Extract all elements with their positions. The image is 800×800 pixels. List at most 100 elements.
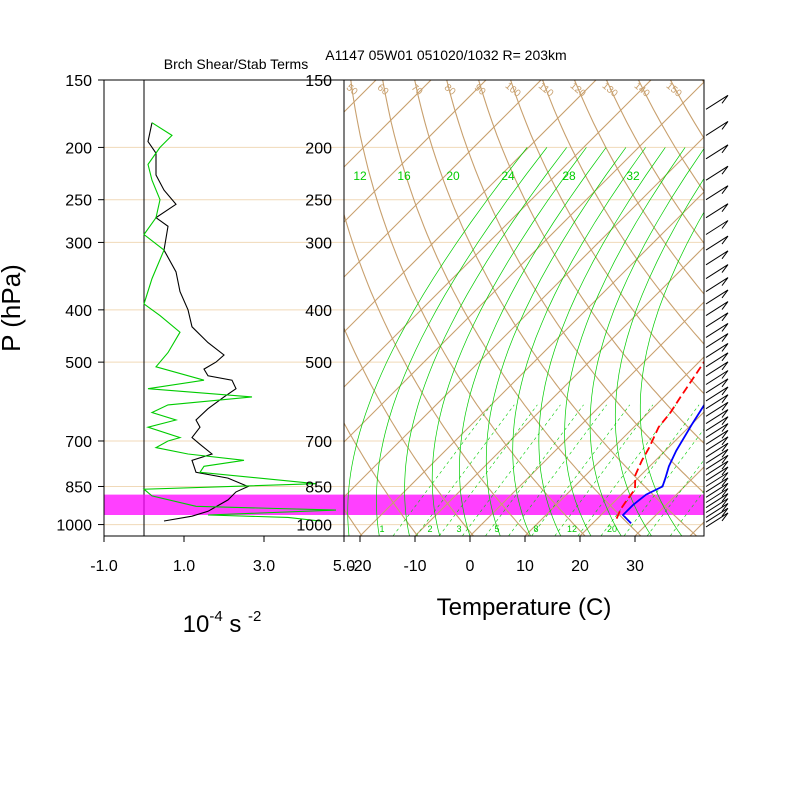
mixing-ratio-line — [438, 404, 538, 536]
isotherm--30 — [344, 136, 704, 498]
wind-barb — [705, 507, 729, 523]
pressure-tick-label-mid: 700 — [305, 434, 332, 451]
skewt-background-lines — [344, 64, 800, 536]
mixing-ratio-line — [415, 404, 515, 536]
isotherm--40 — [344, 81, 704, 443]
wind-barb — [705, 472, 729, 487]
wind-barb — [705, 94, 729, 110]
pressure-tick-label: 250 — [65, 193, 92, 210]
mixing-ratio-bottom-label: 5 — [494, 524, 499, 534]
mixing-ratio-bottom-label: 2 — [427, 524, 432, 534]
isotherm--50 — [344, 80, 652, 388]
dry-adiabat-label: 50 — [344, 82, 360, 98]
wind-barb — [705, 488, 729, 503]
temperature-tick-label: 10 — [516, 558, 534, 575]
left-panel-title: Brch Shear/Stab Terms — [164, 56, 308, 72]
wind-barb — [705, 466, 729, 482]
isotherm--90 — [344, 80, 432, 168]
shear-tick-label: 1.0 — [173, 558, 195, 575]
wind-barb — [705, 442, 729, 458]
dry-adiabat-label: 130 — [600, 81, 620, 100]
isotherm-10 — [524, 356, 704, 536]
dry-adiabat-340 — [510, 80, 704, 395]
temperature-line — [621, 403, 704, 525]
wind-barb — [705, 401, 729, 417]
dry-adiabat-290 — [350, 80, 586, 536]
dry-adiabat-400 — [701, 80, 704, 84]
wind-barb — [705, 498, 729, 513]
dry-adiabat-label: 60 — [375, 82, 391, 98]
dry-adiabat-label: 150 — [664, 81, 684, 100]
pressure-tick-label: 200 — [65, 140, 92, 157]
left-panel-series — [142, 122, 337, 522]
mixing-ratio-bottom-label: 12 — [567, 524, 577, 534]
mixing-ratio-bottom-label: 3 — [456, 524, 461, 534]
moist-adiabat — [639, 211, 704, 536]
pressure-tick-label: 700 — [65, 434, 92, 451]
isotherm--20 — [359, 191, 704, 536]
wind-barb — [705, 394, 729, 410]
right-panel-title: A1147 05W01 051020/1032 R= 203km — [325, 47, 566, 63]
isotherm-50 — [745, 80, 800, 536]
wind-barb — [705, 352, 729, 368]
wind-barb — [705, 448, 729, 464]
wind-barb — [705, 409, 729, 425]
shear-tick-label: 5.0 — [333, 558, 355, 575]
pressure-tick-label-mid: 400 — [305, 303, 332, 320]
pressure-axis-label: P (hPa) — [0, 264, 26, 352]
mixing-ratio-line — [485, 404, 584, 536]
moist-adiabat — [404, 147, 567, 536]
dry-adiabat-label: 110 — [536, 81, 556, 100]
wind-barbs — [705, 94, 729, 528]
dry-adiabat-330 — [478, 80, 704, 445]
wind-barb — [705, 144, 729, 160]
dry-adiabat-label: 70 — [409, 82, 425, 98]
highlight-band — [104, 494, 704, 516]
panel-frames — [103, 79, 705, 537]
dry-adiabat-280 — [344, 212, 530, 536]
temperature-tick-label: -10 — [403, 558, 426, 575]
dry-adiabat-label: 80 — [442, 82, 458, 98]
dry-adiabat-label: 120 — [568, 81, 588, 100]
wind-barb — [705, 361, 729, 377]
pressure-tick-label-mid: 850 — [305, 479, 332, 496]
shear-tick-label: 3.0 — [253, 558, 275, 575]
dry-adiabat-250 — [344, 508, 363, 536]
wind-barb — [705, 220, 729, 235]
dry-adiabat-260 — [344, 421, 419, 536]
moist-adiabat — [459, 147, 607, 536]
x-ticks: -1.0 1.0 3.0 5.0-20 -10 0 10 20 30 — [90, 536, 644, 575]
wind-barb — [705, 322, 729, 338]
dewpoint-line — [615, 360, 704, 519]
pressure-tick-label-mid: 300 — [305, 235, 332, 252]
mixing-ratio-bottom-label: 20 — [607, 524, 617, 534]
isotherm--70 — [344, 80, 542, 278]
moist-adiabat — [431, 147, 587, 536]
moist-adiabat — [538, 147, 666, 536]
pressure-tick-label: 500 — [65, 355, 92, 372]
shear-tick-label: -1.0 — [90, 558, 118, 575]
mixing-ratio-bottom-label: 8 — [533, 524, 538, 534]
moist-adiabat — [564, 147, 686, 536]
shear-line — [147, 122, 250, 522]
wind-barb — [705, 342, 729, 358]
pressure-tick-label: 150 — [65, 73, 92, 90]
pressure-tick-label-mid: 1000 — [296, 518, 332, 535]
temperature-tick-label: -20 — [348, 558, 371, 575]
pressure-tick-label: 850 — [65, 479, 92, 496]
wind-barb — [705, 493, 729, 509]
dry-adiabat-320 — [446, 80, 704, 494]
mixing-ratio-line — [577, 404, 677, 536]
wind-barb — [705, 203, 729, 219]
dry-adiabat-270 — [344, 326, 474, 536]
dry-adiabat-430 — [788, 64, 800, 536]
temperature-tick-label: 0 — [466, 558, 475, 575]
dry-adiabat-360 — [573, 80, 704, 295]
wind-barb — [705, 416, 729, 432]
wind-barb — [705, 512, 729, 528]
isotherm--80 — [344, 80, 487, 223]
dry-adiabat-label: 90 — [472, 82, 488, 98]
mixing-ratio-bottom-label: 1 — [379, 524, 384, 534]
